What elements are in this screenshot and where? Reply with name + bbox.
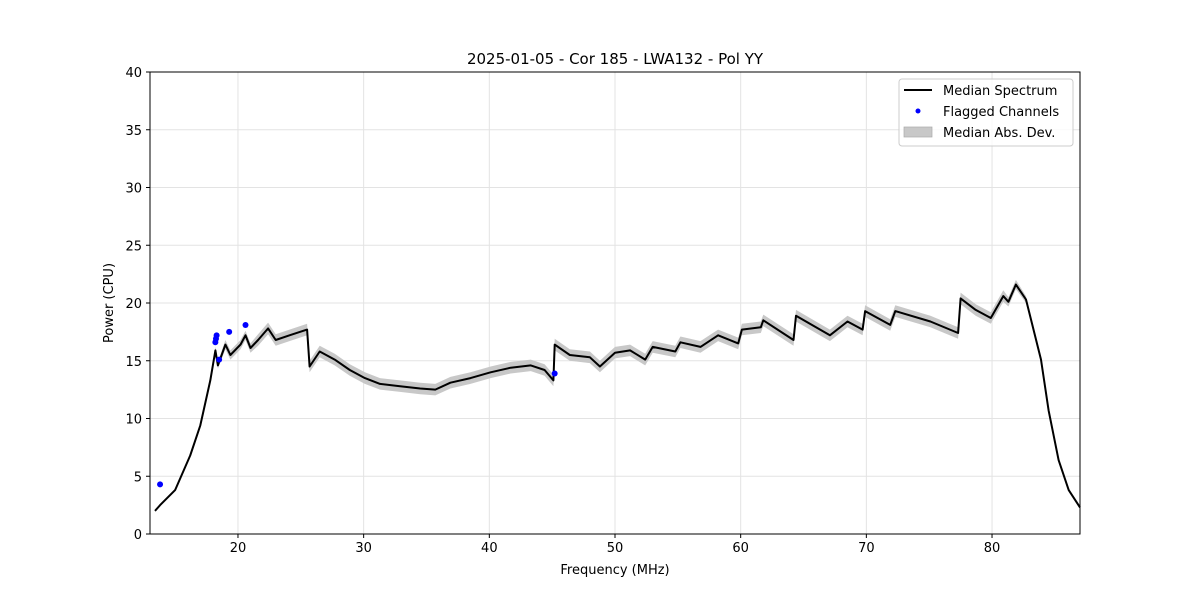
x-tick-label: 20 [230, 541, 247, 556]
flagged-channel-point [226, 328, 233, 335]
y-axis-label: Power (CPU) [102, 263, 117, 343]
flagged-channels [157, 321, 558, 488]
flagged-channel-point [213, 332, 220, 339]
y-tick-label: 30 [125, 182, 142, 197]
y-axis-ticks: 0 5 10 15 20 25 30 35 40 [125, 66, 150, 543]
median-spectrum-line [154, 283, 1081, 512]
y-tick-label: 15 [125, 355, 142, 370]
y-tick-label: 20 [125, 297, 142, 312]
legend-band-swatch [903, 126, 933, 138]
y-tick-label: 40 [125, 66, 142, 81]
flagged-channel-point [551, 370, 558, 377]
x-tick-label: 50 [607, 541, 624, 556]
flagged-channel-point [157, 481, 164, 488]
legend-label-median-abs-dev: Median Abs. Dev. [943, 126, 1055, 141]
x-axis-label: Frequency (MHz) [560, 563, 669, 578]
x-tick-label: 40 [481, 541, 498, 556]
legend: Median Spectrum Flagged Channels Median … [898, 78, 1074, 147]
chart-title: 2025-01-05 - Cor 185 - LWA132 - Pol YY [467, 50, 764, 68]
x-tick-label: 80 [984, 541, 1001, 556]
y-tick-label: 25 [125, 239, 142, 254]
x-tick-label: 60 [732, 541, 749, 556]
y-tick-label: 5 [134, 470, 142, 485]
y-tick-label: 10 [125, 413, 142, 428]
grid [150, 71, 1080, 535]
legend-label-flagged-channels: Flagged Channels [943, 105, 1059, 120]
x-axis-ticks: 20 30 40 50 60 70 80 [230, 534, 1001, 556]
y-tick-label: 35 [125, 124, 142, 139]
y-tick-label: 0 [134, 528, 142, 543]
median-abs-dev-band [155, 279, 1080, 513]
flagged-channel-point [242, 321, 249, 328]
x-tick-label: 70 [858, 541, 875, 556]
legend-label-median-spectrum: Median Spectrum [943, 84, 1057, 99]
legend-frame [898, 78, 1074, 147]
x-tick-label: 30 [355, 541, 372, 556]
legend-point-swatch [915, 108, 921, 114]
flagged-channel-point [216, 356, 223, 363]
